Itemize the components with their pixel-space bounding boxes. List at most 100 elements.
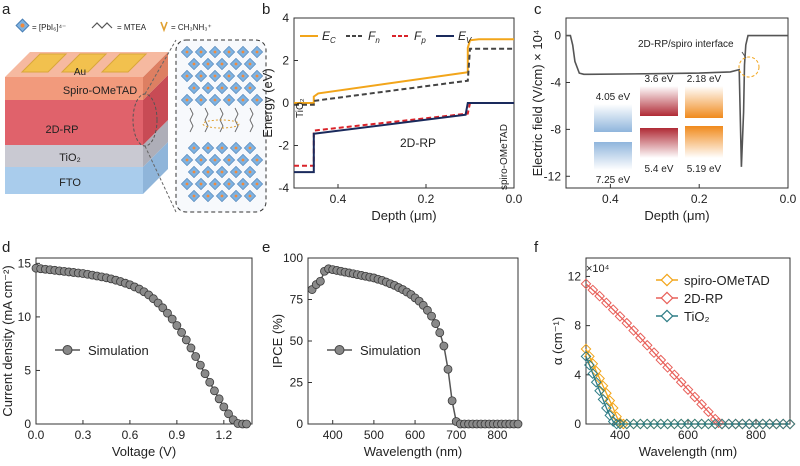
layer-label-au: Au	[74, 67, 86, 78]
fto-layer	[5, 167, 143, 194]
zoom-line	[144, 39, 177, 95]
pb-atom	[213, 50, 217, 54]
data-point	[181, 335, 191, 345]
data-point	[641, 418, 653, 430]
data-point	[587, 284, 599, 296]
crystal-inset	[175, 39, 267, 213]
data-point	[205, 377, 215, 387]
pb-atom	[213, 158, 217, 162]
device-stack: Au Spiro-OMeTAD 2D-RP TiO₂ FTO	[5, 39, 177, 213]
pb-atom	[192, 194, 196, 198]
series-line	[294, 102, 514, 174]
x-tick-label: 0.0	[28, 428, 45, 442]
y-tick-label: 0	[24, 417, 31, 431]
pb-atom-icon	[20, 23, 25, 28]
legend-mtea-label: = MTEA	[117, 23, 147, 32]
interface-label: 2D-RP/spiro interface	[638, 39, 734, 50]
data-point	[580, 350, 592, 362]
panel-e-legend: Simulation	[327, 343, 421, 358]
y-axis-label: Electric field (V/cm) × 10⁴	[530, 30, 545, 177]
y-tick-label: 5	[24, 363, 31, 377]
data-point	[224, 409, 233, 419]
legend-label: Fp	[414, 29, 426, 45]
x-tick-label: 600	[405, 428, 425, 442]
data-point	[597, 394, 609, 405]
legend-pbi-label: = [PbI₆]⁴⁻	[32, 23, 66, 32]
y-tick-label: 100	[283, 251, 303, 265]
data-point	[648, 347, 660, 359]
layer-label-fto: FTO	[59, 177, 81, 189]
plot-frame	[565, 17, 789, 189]
y-tick-label: 12	[568, 269, 582, 283]
energy-label: 7.25 eV	[596, 175, 631, 186]
data-point	[427, 311, 436, 321]
x-axis-label: Voltage (V)	[112, 444, 176, 459]
y-tick-label: 75	[290, 293, 304, 307]
data-point	[703, 418, 714, 430]
data-point	[662, 362, 673, 373]
pb-atom	[192, 146, 196, 150]
pb-atom	[206, 62, 210, 66]
data-point	[167, 314, 177, 324]
pb-atom	[234, 146, 238, 150]
data-point	[431, 319, 441, 328]
data-point	[163, 308, 172, 318]
pb-atom	[227, 50, 231, 54]
layer-label-tio2: TiO₂	[59, 152, 81, 164]
mtea-chain	[189, 107, 194, 133]
rp-vb-block	[640, 128, 678, 158]
scale-label: ×10⁴	[586, 263, 610, 275]
pb-atom	[220, 86, 224, 90]
x-tick-label: 0.0	[506, 192, 523, 206]
legend-subscript: n	[375, 36, 380, 45]
data-point	[675, 376, 687, 388]
data-point	[628, 418, 639, 430]
data-point	[447, 396, 457, 406]
data-point	[669, 418, 680, 430]
interface-circle	[738, 56, 760, 78]
au-contact	[100, 53, 148, 73]
pb-atom	[206, 170, 210, 174]
data-point	[689, 418, 701, 430]
pb-atom	[199, 74, 203, 78]
data-point	[750, 418, 762, 430]
pb-atom	[227, 182, 231, 186]
pb-atom	[241, 158, 245, 162]
panel-letter-d: d	[2, 239, 10, 256]
x-axis-label: Wavelength (nm)	[364, 444, 463, 459]
legend-subscript: p	[420, 36, 426, 45]
legend-label-simulation: Simulation	[88, 343, 149, 358]
legend-label: EV	[458, 29, 472, 45]
x-tick-label: 0.4	[330, 192, 347, 206]
pb-atom	[185, 50, 189, 54]
pb-atom	[220, 62, 224, 66]
data-point	[757, 418, 769, 430]
data-point	[662, 418, 673, 430]
data-point	[580, 278, 592, 290]
x-tick-label: 1.2	[215, 428, 232, 442]
x-tick-label: 0.0	[780, 192, 797, 206]
layer-label-spiro: Spiro-OMeTAD	[63, 85, 137, 97]
data-point	[580, 343, 592, 355]
y-tick-label: 0	[296, 417, 303, 431]
pb-atom	[227, 98, 231, 102]
pb-atom	[220, 170, 224, 174]
y-tick-label: 15	[18, 256, 32, 270]
series-line	[585, 348, 790, 425]
data-point	[723, 418, 735, 430]
data-point	[730, 418, 741, 430]
legend-marker	[334, 345, 345, 355]
pb-atom	[248, 170, 252, 174]
data-point	[614, 418, 626, 430]
x-tick-label: 400	[610, 428, 630, 442]
y-tick-label: 4	[574, 368, 581, 382]
y-tick-label: 50	[290, 334, 304, 348]
data-point	[696, 398, 707, 410]
y-tick-label: -8	[550, 122, 561, 136]
x-tick-label: 400	[323, 428, 343, 442]
data-point	[784, 418, 796, 430]
data-point	[214, 394, 224, 404]
pb-atom	[185, 98, 189, 102]
mtea-chain	[249, 107, 254, 133]
tio2-region-label: TiO₂	[295, 98, 306, 118]
